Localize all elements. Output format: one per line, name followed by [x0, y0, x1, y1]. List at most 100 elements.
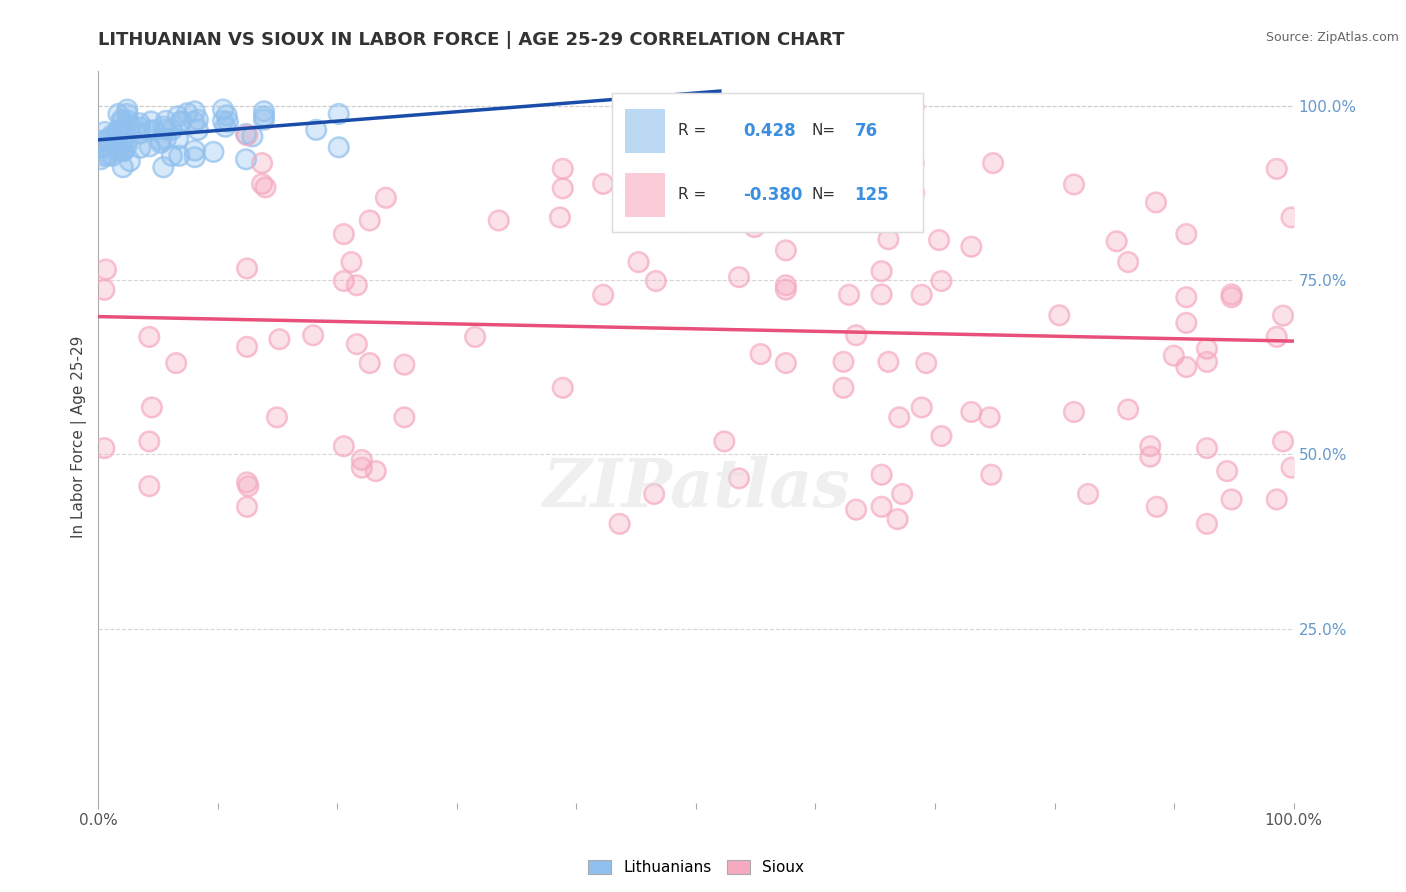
- Point: [1272, 309, 1295, 323]
- Point: [1272, 434, 1295, 449]
- Point: [187, 123, 209, 137]
- Point: [359, 356, 381, 370]
- Point: [152, 160, 174, 174]
- Point: [681, 177, 703, 191]
- Text: 76: 76: [855, 122, 877, 140]
- Point: [111, 123, 134, 137]
- Point: [1163, 349, 1185, 363]
- Point: [139, 114, 162, 128]
- Point: [236, 340, 259, 354]
- Point: [1077, 487, 1099, 501]
- Point: [91, 134, 114, 148]
- Point: [117, 132, 139, 146]
- Point: [253, 104, 276, 119]
- Point: [713, 434, 735, 449]
- Point: [167, 132, 190, 146]
- Point: [903, 186, 925, 200]
- Point: [644, 161, 666, 176]
- Text: ZIPatlas: ZIPatlas: [543, 456, 849, 521]
- Point: [728, 189, 751, 203]
- Point: [1220, 290, 1243, 304]
- Point: [845, 328, 868, 343]
- Point: [269, 332, 291, 346]
- Point: [1063, 178, 1085, 192]
- Point: [236, 261, 259, 276]
- Point: [1195, 516, 1218, 531]
- Point: [236, 340, 259, 354]
- Point: [94, 125, 117, 139]
- Point: [609, 516, 631, 531]
- Point: [889, 177, 911, 191]
- Point: [110, 135, 132, 149]
- Point: [903, 100, 925, 114]
- Point: [183, 115, 205, 129]
- Point: [889, 177, 911, 191]
- Point: [138, 124, 160, 138]
- Point: [138, 330, 160, 344]
- Point: [903, 186, 925, 200]
- Point: [187, 112, 209, 127]
- Point: [870, 287, 893, 301]
- Point: [832, 381, 855, 395]
- Point: [93, 140, 115, 154]
- Point: [236, 475, 259, 490]
- Point: [152, 120, 174, 134]
- Point: [1265, 330, 1288, 344]
- Point: [870, 264, 893, 278]
- Point: [644, 274, 666, 288]
- Point: [253, 109, 276, 123]
- Point: [775, 278, 797, 293]
- Point: [94, 262, 117, 277]
- Point: [253, 112, 276, 127]
- Point: [212, 103, 235, 117]
- Point: [333, 227, 356, 241]
- Point: [333, 439, 356, 453]
- Point: [105, 127, 128, 141]
- Point: [350, 453, 373, 467]
- Point: [238, 479, 260, 493]
- Point: [149, 133, 172, 147]
- Point: [93, 149, 115, 163]
- Point: [110, 135, 132, 149]
- Point: [305, 123, 328, 137]
- Point: [128, 127, 150, 141]
- Point: [117, 103, 139, 117]
- Point: [551, 161, 574, 176]
- Point: [138, 479, 160, 493]
- Point: [346, 278, 368, 293]
- Point: [1220, 492, 1243, 507]
- Point: [775, 283, 797, 297]
- Point: [981, 156, 1004, 170]
- Point: [1146, 500, 1168, 514]
- Point: [350, 453, 373, 467]
- Point: [1047, 308, 1070, 322]
- Point: [870, 264, 893, 278]
- Point: [328, 107, 350, 121]
- Point: [1216, 464, 1239, 478]
- Point: [931, 274, 953, 288]
- Point: [981, 156, 1004, 170]
- Point: [960, 240, 983, 254]
- Text: N=: N=: [811, 123, 835, 138]
- Point: [681, 177, 703, 191]
- Point: [1063, 405, 1085, 419]
- Point: [166, 109, 188, 123]
- Point: [90, 140, 112, 154]
- Point: [107, 107, 129, 121]
- Point: [94, 125, 117, 139]
- Point: [170, 114, 193, 128]
- Point: [107, 129, 129, 144]
- Point: [90, 134, 112, 148]
- Point: [105, 127, 128, 141]
- Point: [832, 355, 855, 369]
- Point: [1220, 290, 1243, 304]
- Point: [1265, 492, 1288, 507]
- Point: [111, 160, 134, 174]
- Point: [364, 464, 387, 478]
- Point: [91, 134, 114, 148]
- Point: [212, 103, 235, 117]
- Point: [152, 160, 174, 174]
- Point: [1139, 450, 1161, 464]
- Point: [1195, 516, 1218, 531]
- Text: N=: N=: [811, 187, 835, 202]
